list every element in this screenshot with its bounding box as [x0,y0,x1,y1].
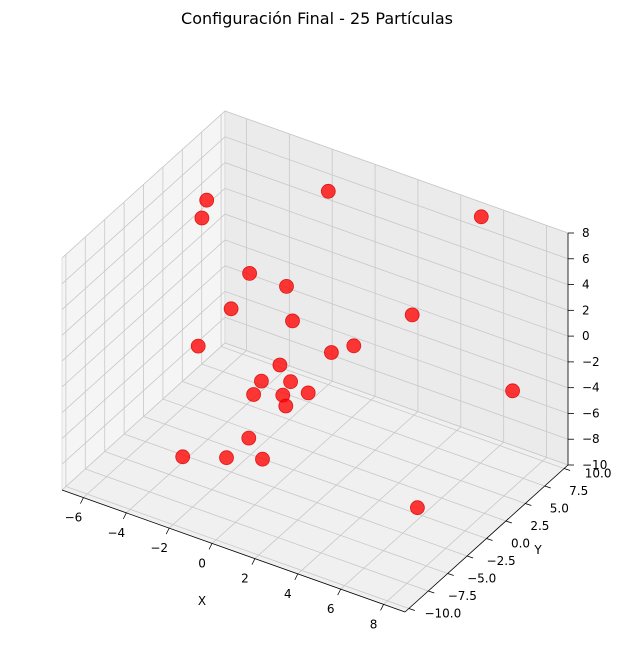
y-tick-mark [544,485,551,489]
particle-point [223,301,239,317]
particle-point [404,307,420,323]
particle-point [300,385,316,401]
y-tick-label: 0.0 [511,537,530,551]
z-tick-label: 0 [582,329,590,343]
z-tick-label: −4 [582,381,600,395]
z-tick-label: −10 [582,458,607,472]
particle-point [255,451,270,467]
particle-point [194,210,210,226]
particle-point [505,383,520,399]
y-tick-label: −7.5 [448,589,477,603]
z-gridline [61,162,569,310]
y-tick-mark [447,573,454,576]
x-tick-label: 6 [327,602,335,616]
z-gridline [61,265,569,413]
x-axis-line [61,489,406,613]
particle-point [283,374,299,390]
particle-point [190,338,206,354]
x-tick-label: 8 [370,617,378,631]
x-tick-label: −2 [150,541,168,555]
particle-point [219,450,234,466]
particle-point [253,373,269,389]
z-tick-label: −8 [582,432,600,446]
y-tick-mark [525,503,532,506]
chart-title: Configuración Final - 25 Partículas [181,9,453,28]
particle-point [246,387,262,402]
z-gridline [61,290,569,439]
z-tick-label: 6 [582,252,590,266]
particle-point [320,183,336,199]
y-tick-mark [466,555,474,559]
y-tick-mark [486,538,493,541]
z-gridline [61,239,569,388]
particle-point [278,398,294,414]
y-tick-label: −10.0 [424,607,461,621]
y-tick-label: 2.5 [530,519,549,533]
particle-point [272,357,288,373]
particle-point [279,278,294,294]
particle-point [285,313,300,329]
x-tick-mark [337,588,342,596]
y-tick-label: 7.5 [569,484,588,498]
z-tick-label: 8 [582,226,590,240]
z-gridline [61,136,569,285]
x-ticks: −6 −4 −2 0 2 4 6 8 [65,497,384,631]
particle-point [175,449,191,465]
z-tick-label: −2 [582,355,600,369]
x-tick-mark [251,558,256,565]
x-tick-mark [208,543,213,550]
z-ticks: −10 −8 −6 −4 −2 0 2 4 6 8 [568,226,607,472]
x-tick-label: 2 [241,572,249,586]
y-axis-label: Y [533,543,542,557]
y-tick-mark [563,468,571,471]
particle-point [242,265,258,281]
y-tick-label: 5.0 [550,502,569,516]
x-tick-label: 0 [198,556,206,570]
x-tick-mark [294,573,299,581]
z-gridline [61,213,569,362]
x-tick-mark [80,497,84,504]
z-tick-label: 4 [582,278,590,292]
particle-point [346,338,362,354]
data-points [175,183,520,516]
particle-point [241,430,257,446]
x-tick-mark [122,512,127,520]
x-tick-mark [165,527,170,535]
x-tick-mark [380,604,384,611]
particle-point [323,345,339,360]
x-axis-label: X [198,594,206,608]
z-tick-label: 2 [582,303,590,317]
x-tick-label: 4 [284,587,292,601]
z-tick-label: −6 [582,406,600,420]
particle-point [199,192,215,208]
z-gridline [61,110,569,259]
z-gridline [61,187,569,336]
x-tick-label: −6 [65,511,83,525]
y-tick-label: −2.5 [487,554,516,568]
y-tick-mark [408,608,416,611]
z-gridline [61,316,569,465]
z-gridline [61,342,569,491]
particle-point [409,500,425,516]
y-tick-label: 10.0 [585,467,612,481]
x-tick-label: −4 [107,526,125,540]
y-tick-label: −5.0 [467,572,496,586]
y-tick-mark [428,590,435,594]
y-ticks: −10.0 −7.5 −5.0 −2.5 0.02.55.07.5 10.0 [408,467,612,621]
y-tick-mark [505,520,513,524]
axes-panes [61,110,569,613]
gridlines [61,110,569,609]
particle-point [473,209,489,225]
